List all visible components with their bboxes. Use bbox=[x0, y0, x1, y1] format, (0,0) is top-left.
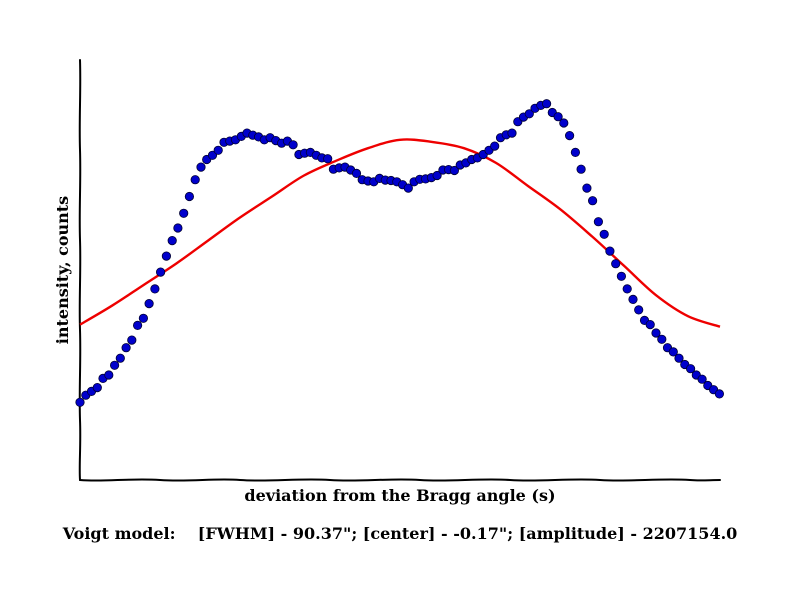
data-point bbox=[587, 196, 598, 206]
data-point bbox=[167, 236, 177, 246]
data-point bbox=[541, 99, 552, 109]
data-point bbox=[161, 251, 171, 261]
x-axis-label: deviation from the Bragg angle (s) bbox=[244, 486, 555, 505]
data-point bbox=[576, 164, 586, 174]
data-point bbox=[657, 334, 667, 344]
data-point bbox=[207, 150, 218, 160]
data-point bbox=[432, 170, 442, 181]
data-point bbox=[559, 118, 569, 128]
data-point bbox=[75, 397, 85, 407]
data-point bbox=[110, 360, 120, 370]
data-point bbox=[323, 154, 333, 164]
data-point bbox=[616, 271, 627, 281]
data-point bbox=[133, 320, 143, 330]
data-point bbox=[144, 298, 154, 309]
data-point bbox=[553, 112, 563, 122]
chart-caption: Voigt model: [FWHM] - 90.37"; [center] -… bbox=[62, 524, 738, 543]
data-point bbox=[697, 374, 707, 384]
data-point bbox=[138, 313, 148, 323]
data-point bbox=[490, 141, 500, 151]
data-point bbox=[403, 183, 413, 193]
y-axis-label: intensity, counts bbox=[53, 196, 72, 344]
data-point bbox=[507, 128, 517, 138]
data-point bbox=[179, 208, 189, 218]
data-point bbox=[156, 267, 166, 277]
data-point bbox=[668, 347, 678, 357]
fit-line bbox=[79, 138, 721, 328]
data-point bbox=[685, 364, 696, 374]
data-point bbox=[599, 229, 609, 239]
data-point bbox=[173, 223, 183, 233]
data-point bbox=[714, 389, 725, 399]
data-point bbox=[127, 335, 137, 345]
data-point bbox=[622, 284, 632, 294]
data-point bbox=[104, 370, 114, 380]
x-axis-line bbox=[79, 478, 721, 482]
data-point bbox=[628, 294, 638, 304]
data-point bbox=[196, 162, 206, 172]
data-point bbox=[582, 183, 592, 193]
data-point bbox=[288, 140, 298, 150]
data-point bbox=[190, 175, 200, 185]
data-point bbox=[213, 145, 223, 155]
data-point bbox=[184, 191, 194, 202]
data-point bbox=[611, 259, 621, 269]
data-point bbox=[524, 109, 534, 119]
data-points-layer bbox=[75, 99, 725, 407]
data-point bbox=[593, 217, 604, 227]
fit-line-layer bbox=[79, 138, 721, 328]
data-point bbox=[115, 353, 125, 363]
data-point bbox=[651, 328, 661, 338]
data-point bbox=[351, 168, 362, 178]
data-point bbox=[121, 343, 131, 353]
y-axis-line bbox=[78, 59, 82, 481]
data-point bbox=[564, 131, 575, 141]
data-point bbox=[150, 284, 160, 294]
data-point bbox=[645, 319, 655, 330]
data-point bbox=[570, 147, 581, 157]
data-point bbox=[674, 353, 684, 363]
data-point bbox=[605, 246, 615, 256]
data-point bbox=[449, 165, 459, 176]
data-point bbox=[634, 305, 644, 315]
data-point bbox=[92, 382, 102, 393]
